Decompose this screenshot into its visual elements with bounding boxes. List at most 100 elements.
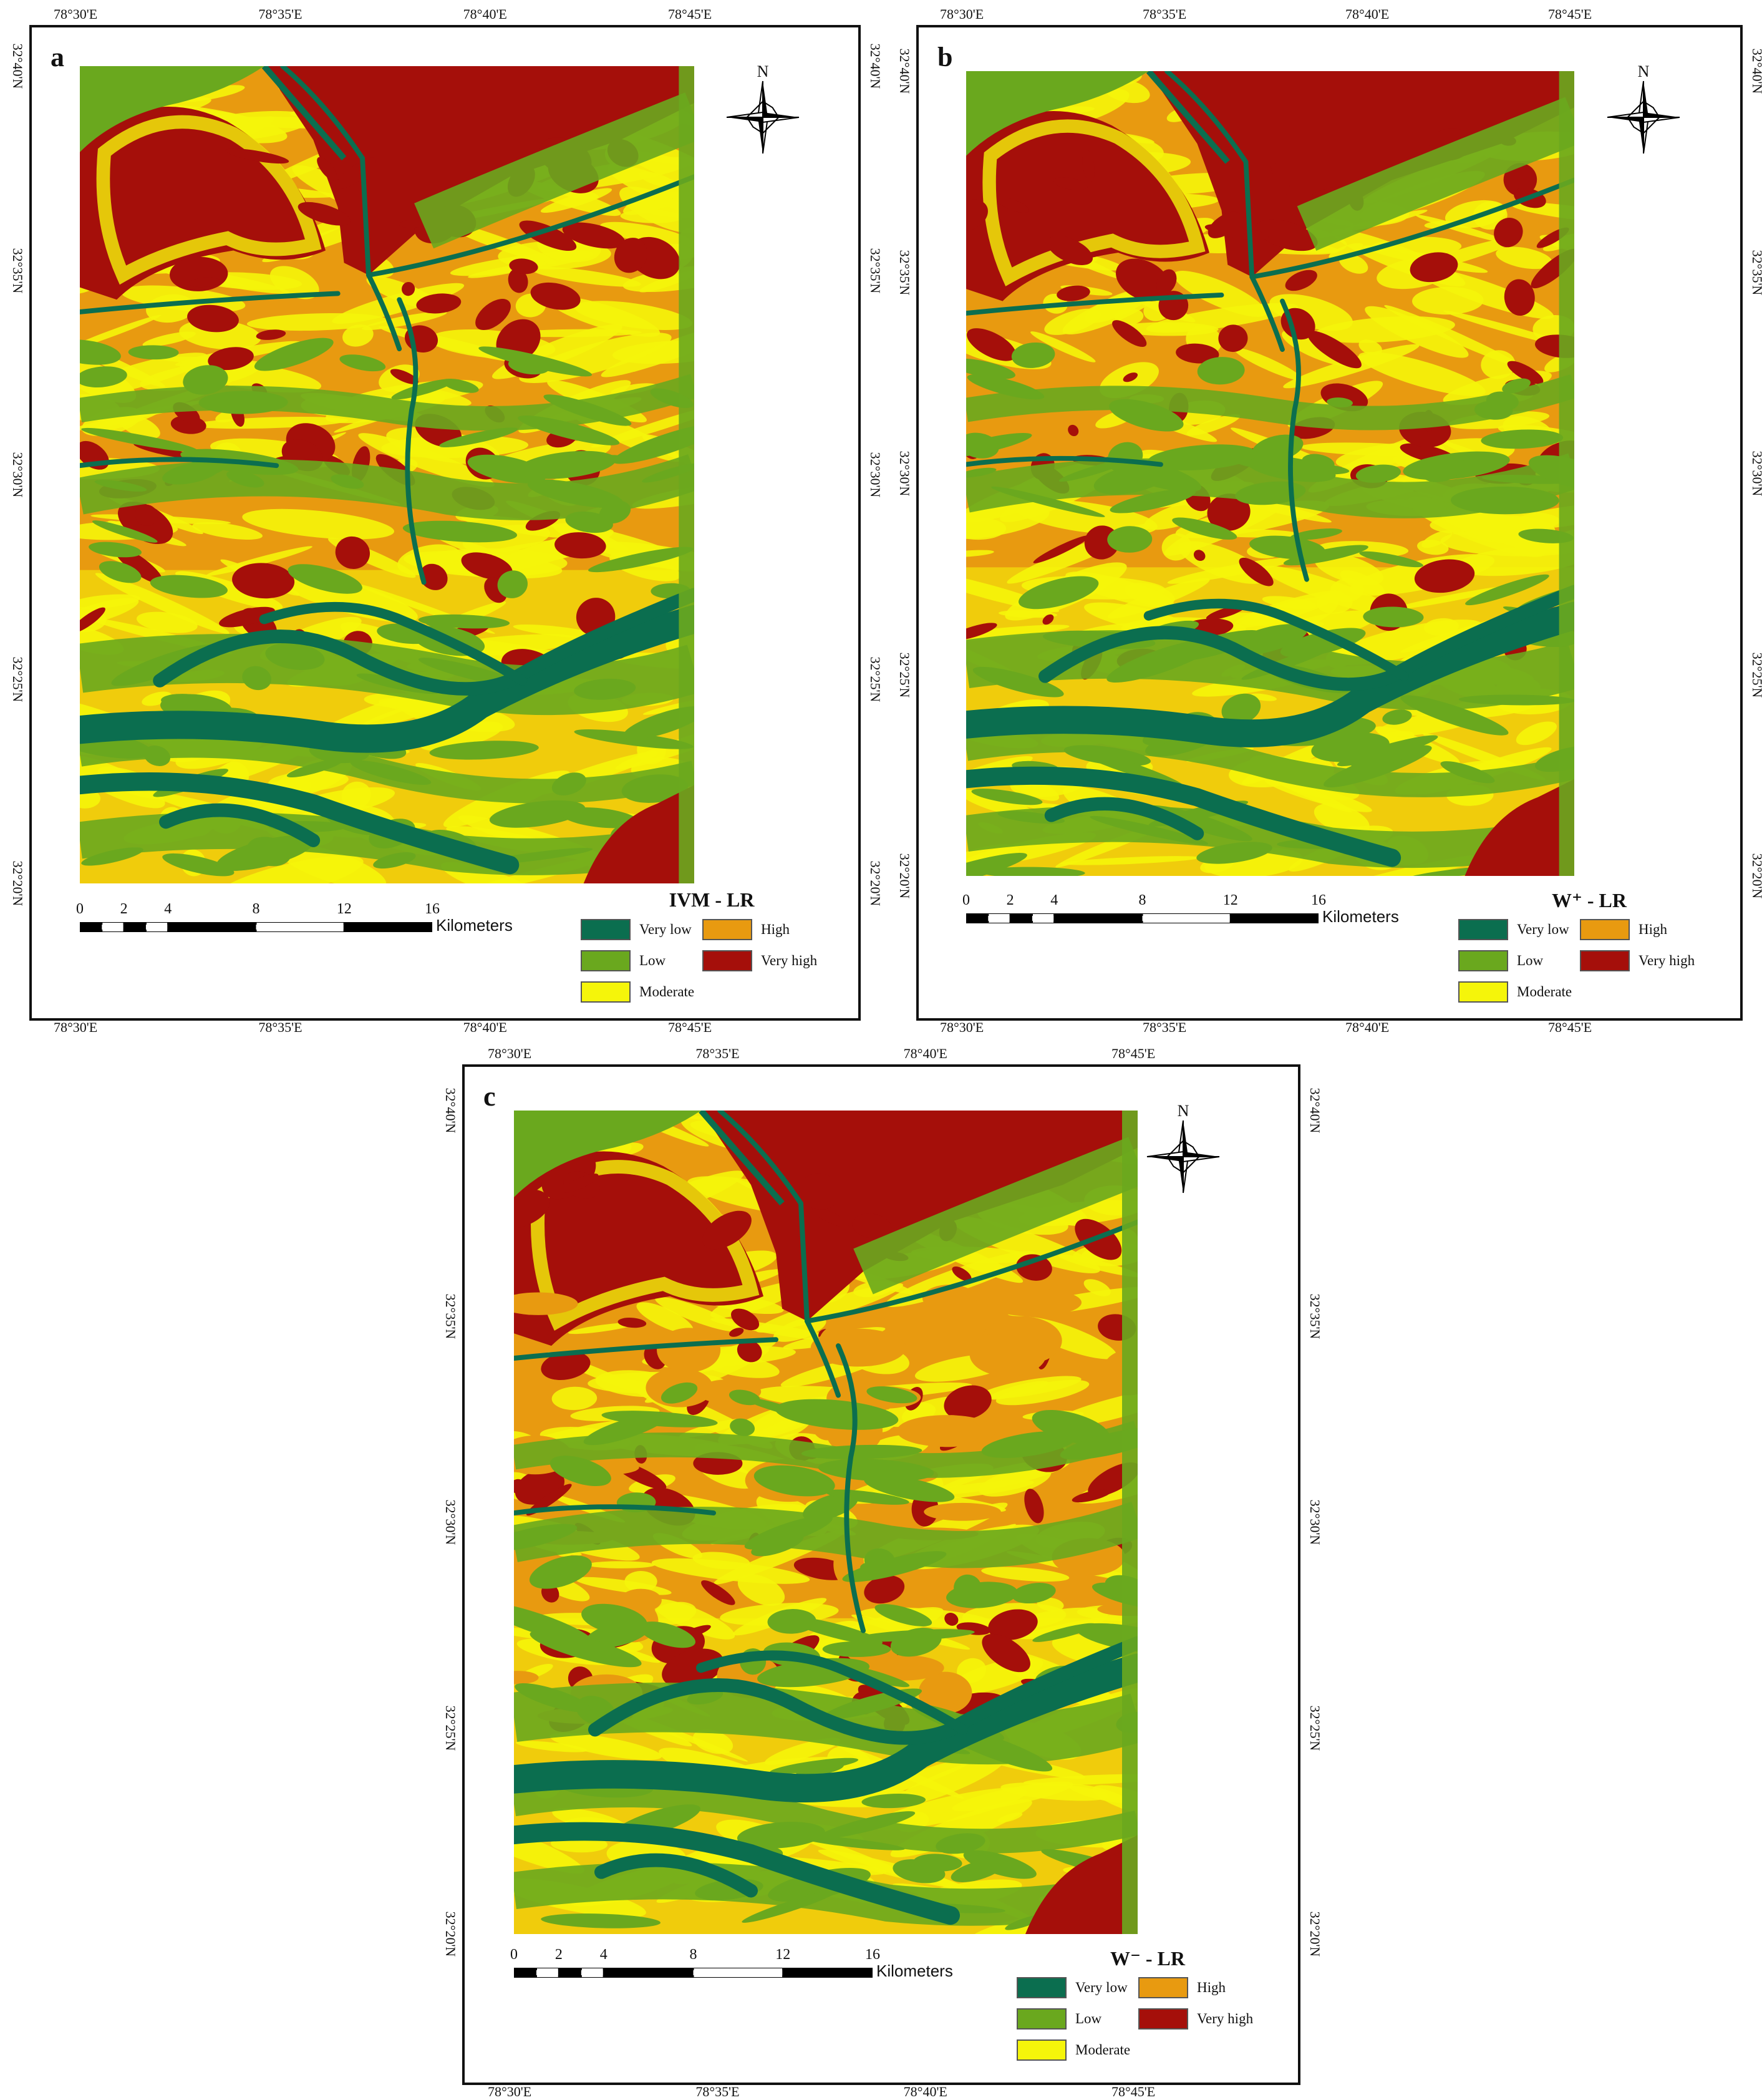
low-zone bbox=[779, 1881, 810, 1900]
high-zone bbox=[657, 1328, 721, 1373]
high-zone bbox=[924, 1502, 1001, 1521]
low-zone bbox=[819, 1811, 916, 1839]
very-high-zone bbox=[187, 304, 239, 333]
very-high-zone bbox=[1116, 258, 1170, 301]
low-zone bbox=[966, 467, 997, 478]
scale-bar-label: 12 bbox=[336, 901, 352, 917]
legend-item: Very low bbox=[581, 918, 692, 941]
low-zone bbox=[443, 379, 479, 393]
legend-swatch bbox=[1138, 2008, 1188, 2030]
very-low-zone bbox=[261, 66, 347, 160]
latitude-tick-label: 32°20'N bbox=[443, 1911, 458, 1957]
low-zone bbox=[1172, 517, 1237, 540]
legend-item: High bbox=[702, 918, 790, 941]
low-zone bbox=[1327, 397, 1353, 407]
very-high-zone bbox=[701, 1580, 735, 1605]
latitude-tick-label: 32°25'N bbox=[10, 656, 26, 702]
low-zone bbox=[729, 1389, 760, 1406]
low-zone bbox=[1110, 489, 1196, 513]
low-zone bbox=[874, 1604, 932, 1626]
moderate-zone bbox=[600, 221, 692, 246]
very-low-zone bbox=[159, 803, 321, 847]
moderate-zone bbox=[966, 550, 994, 557]
very-low-zone bbox=[514, 1653, 1138, 1803]
moderate-zone bbox=[1358, 339, 1382, 356]
low-zone bbox=[350, 760, 432, 785]
low-zone bbox=[391, 379, 455, 400]
low-zone bbox=[439, 427, 518, 448]
legend-swatch bbox=[1017, 1977, 1067, 1998]
low-zone bbox=[1196, 842, 1272, 864]
low-zone bbox=[770, 1757, 859, 1774]
low-zone bbox=[478, 346, 593, 377]
moderate-zone bbox=[508, 329, 642, 338]
very-high-zone bbox=[419, 563, 448, 590]
longitude-tick-label: 78°30'E bbox=[488, 1046, 532, 1061]
low-zone bbox=[1382, 709, 1412, 725]
very-high-zone bbox=[256, 329, 286, 340]
very-high-zone bbox=[530, 282, 581, 310]
latitude-tick-label: 32°30'N bbox=[1750, 450, 1762, 497]
low-zone bbox=[1107, 526, 1153, 553]
very-high-zone bbox=[508, 268, 528, 293]
scale-bar: 0 2 4 8 12 16 Kilometers bbox=[510, 1947, 960, 1990]
very-high-zone bbox=[80, 607, 105, 633]
low-zone bbox=[767, 1609, 816, 1634]
low-zone bbox=[99, 561, 142, 583]
high-zone bbox=[620, 1588, 662, 1612]
low-zone bbox=[1109, 399, 1184, 432]
map-legend: W⁺ - LR Very low Low Moderate High Very high bbox=[1458, 888, 1720, 1032]
low-zone bbox=[853, 1137, 1138, 1295]
low-zone bbox=[981, 1431, 1076, 1458]
very-high-zone bbox=[1016, 1254, 1052, 1281]
very-high-zone bbox=[1042, 614, 1054, 625]
low-zone bbox=[514, 1111, 701, 1197]
latitude-tick-label: 32°40'N bbox=[897, 48, 912, 94]
low-zone bbox=[737, 1822, 825, 1849]
very-high-zone bbox=[541, 1351, 591, 1381]
longitude-tick-label: 78°40'E bbox=[903, 1046, 947, 1061]
low-zone bbox=[543, 394, 632, 426]
very-high-zone bbox=[701, 1111, 1138, 1321]
legend-label: Very high bbox=[1197, 2011, 1254, 2026]
very-low-zone bbox=[514, 1337, 778, 1361]
very-low-zone bbox=[836, 1343, 866, 1633]
very-low-zone bbox=[366, 174, 694, 278]
moderate-zone bbox=[636, 1302, 694, 1334]
panel-letter: b bbox=[937, 42, 953, 72]
very-high-zone bbox=[298, 202, 351, 226]
very-high-zone bbox=[999, 198, 1029, 213]
very-high-zone bbox=[1112, 320, 1147, 348]
low-zone bbox=[1060, 1427, 1138, 1460]
low-zone bbox=[730, 1418, 755, 1436]
moderate-zone bbox=[773, 1316, 826, 1342]
very-high-zone bbox=[1410, 252, 1458, 283]
legend-item: Moderate bbox=[1458, 981, 1572, 1003]
low-zone bbox=[489, 800, 586, 828]
low-zone bbox=[1502, 378, 1531, 394]
scale-bar-label: 0 bbox=[76, 901, 84, 917]
very-low-zone bbox=[397, 297, 427, 585]
longitude-tick-label: 78°45'E bbox=[1548, 1019, 1592, 1035]
very-high-zone bbox=[952, 1266, 972, 1281]
very-low-zone bbox=[153, 588, 694, 696]
very-high-zone bbox=[264, 66, 694, 275]
low-zone bbox=[92, 520, 158, 543]
very-high-zone bbox=[1047, 236, 1093, 265]
latitude-tick-label: 32°35'N bbox=[10, 248, 26, 293]
very-low-zone bbox=[966, 455, 1163, 467]
map-panel-b: b 78°30'E 78°30'E 78°35'E 78°35'E 78°40'E 78°… bbox=[897, 7, 1762, 1034]
legend-item: Moderate bbox=[1017, 2039, 1130, 2061]
low-zone bbox=[551, 772, 586, 795]
latitude-tick-label: 32°25'N bbox=[897, 652, 912, 698]
low-zone bbox=[946, 1582, 1018, 1608]
high-zone bbox=[933, 1673, 962, 1705]
very-high-zone bbox=[1504, 279, 1535, 316]
legend-swatch bbox=[1138, 1977, 1188, 1998]
very-low-zone bbox=[699, 1111, 785, 1206]
scale-bar-label: 0 bbox=[962, 892, 970, 908]
scale-bar-graphic bbox=[80, 922, 432, 932]
moderate-zone bbox=[1417, 540, 1449, 555]
very-high-zone bbox=[1207, 493, 1251, 531]
longitude-tick-label: 78°35'E bbox=[1143, 1019, 1187, 1035]
